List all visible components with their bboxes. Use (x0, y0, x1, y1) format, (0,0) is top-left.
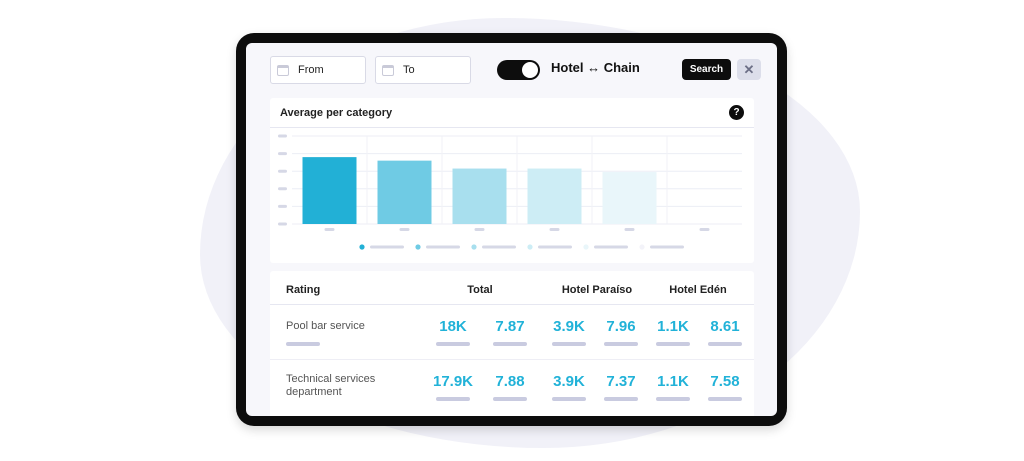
bar (302, 157, 357, 224)
header-divider (270, 304, 754, 305)
metric-placeholder-bar (552, 342, 586, 346)
row-divider (270, 359, 754, 360)
to-date-placeholder: To (403, 64, 415, 76)
help-icon[interactable]: ? (729, 105, 744, 120)
legend-dot (527, 244, 533, 250)
y-tick-placeholder (278, 152, 287, 156)
total-count: 18K (439, 318, 467, 335)
y-tick-placeholder (278, 187, 287, 191)
legend-label-placeholder (370, 245, 404, 249)
metric-placeholder-bar (708, 397, 742, 401)
y-tick-placeholder (278, 169, 287, 173)
metric-placeholder-bar (493, 342, 527, 346)
header-hotel-eden: Hotel Edén (669, 284, 727, 296)
search-button[interactable]: Search (682, 59, 731, 80)
legend-dot (471, 244, 477, 250)
row-placeholder-bar (286, 342, 320, 346)
metric-placeholder-bar (604, 342, 638, 346)
header-total: Total (467, 284, 493, 296)
legend-label-placeholder (482, 245, 516, 249)
card-divider (270, 127, 754, 128)
close-icon: ✕ (743, 61, 755, 77)
hotel-eden-score: 7.58 (710, 373, 740, 390)
bar (377, 160, 432, 224)
from-date-input[interactable]: From (270, 56, 366, 84)
calendar-icon (382, 64, 394, 76)
legend-label-placeholder (594, 245, 628, 249)
hotel-paraiso-score: 7.37 (606, 373, 636, 390)
from-date-placeholder: From (298, 64, 324, 76)
legend-label-placeholder (538, 245, 572, 249)
bar (527, 168, 582, 224)
legend-dot (583, 244, 589, 250)
ratings-table: Rating Total Hotel Paraíso Hotel Edén Po… (270, 271, 754, 416)
legend-dot (415, 244, 421, 250)
header-rating: Rating (286, 284, 321, 296)
hotel-paraiso-score: 7.96 (606, 318, 636, 335)
hotel-paraiso-count: 3.9K (553, 318, 585, 335)
x-tick-placeholder (474, 228, 485, 231)
hotel-chain-toggle[interactable] (497, 60, 540, 80)
header-hotel-paraiso: Hotel Paraíso (561, 284, 633, 296)
x-tick-placeholder (624, 228, 635, 231)
bar (602, 172, 657, 224)
hotel-paraiso-count: 3.9K (553, 373, 585, 390)
metric-placeholder-bar (656, 397, 690, 401)
legend-dot (639, 244, 645, 250)
legend-dot (359, 244, 365, 250)
y-tick-placeholder (278, 222, 287, 226)
legend-label-placeholder (650, 245, 684, 249)
x-tick-placeholder (399, 228, 410, 231)
metric-placeholder-bar (656, 342, 690, 346)
x-tick-placeholder (324, 228, 335, 231)
metric-placeholder-bar (552, 397, 586, 401)
y-tick-placeholder (278, 204, 287, 208)
clear-button[interactable]: ✕ (737, 59, 761, 80)
chart-title: Average per category (280, 107, 393, 119)
hotel-eden-count: 1.1K (657, 318, 689, 335)
hotel-eden-count: 1.1K (657, 373, 689, 390)
total-score: 7.88 (495, 373, 525, 390)
dashboard-screen: From To Hotel ↔ Chain Search ✕ Average p… (246, 43, 777, 416)
to-date-input[interactable]: To (375, 56, 471, 84)
x-tick-placeholder (549, 228, 560, 231)
metric-placeholder-bar (708, 342, 742, 346)
row-label: Pool bar service (286, 320, 365, 332)
chart-card: Average per category ? (270, 98, 754, 263)
metric-placeholder-bar (604, 397, 638, 401)
total-score: 7.87 (495, 318, 525, 335)
metric-placeholder-bar (436, 342, 470, 346)
row-label: Technical services department (286, 373, 376, 398)
y-tick-placeholder (278, 134, 287, 138)
hotel-eden-score: 8.61 (710, 318, 740, 335)
calendar-icon (277, 64, 289, 76)
legend-label-placeholder (426, 245, 460, 249)
metric-placeholder-bar (436, 397, 470, 401)
total-count: 17.9K (432, 373, 474, 390)
toggle-knob (522, 62, 538, 78)
metric-placeholder-bar (493, 397, 527, 401)
tablet-frame: From To Hotel ↔ Chain Search ✕ Average p… (236, 33, 787, 426)
toggle-label: Hotel ↔ Chain (551, 60, 640, 75)
bar (452, 168, 507, 224)
x-tick-placeholder (699, 228, 710, 231)
bar-chart (278, 134, 742, 250)
